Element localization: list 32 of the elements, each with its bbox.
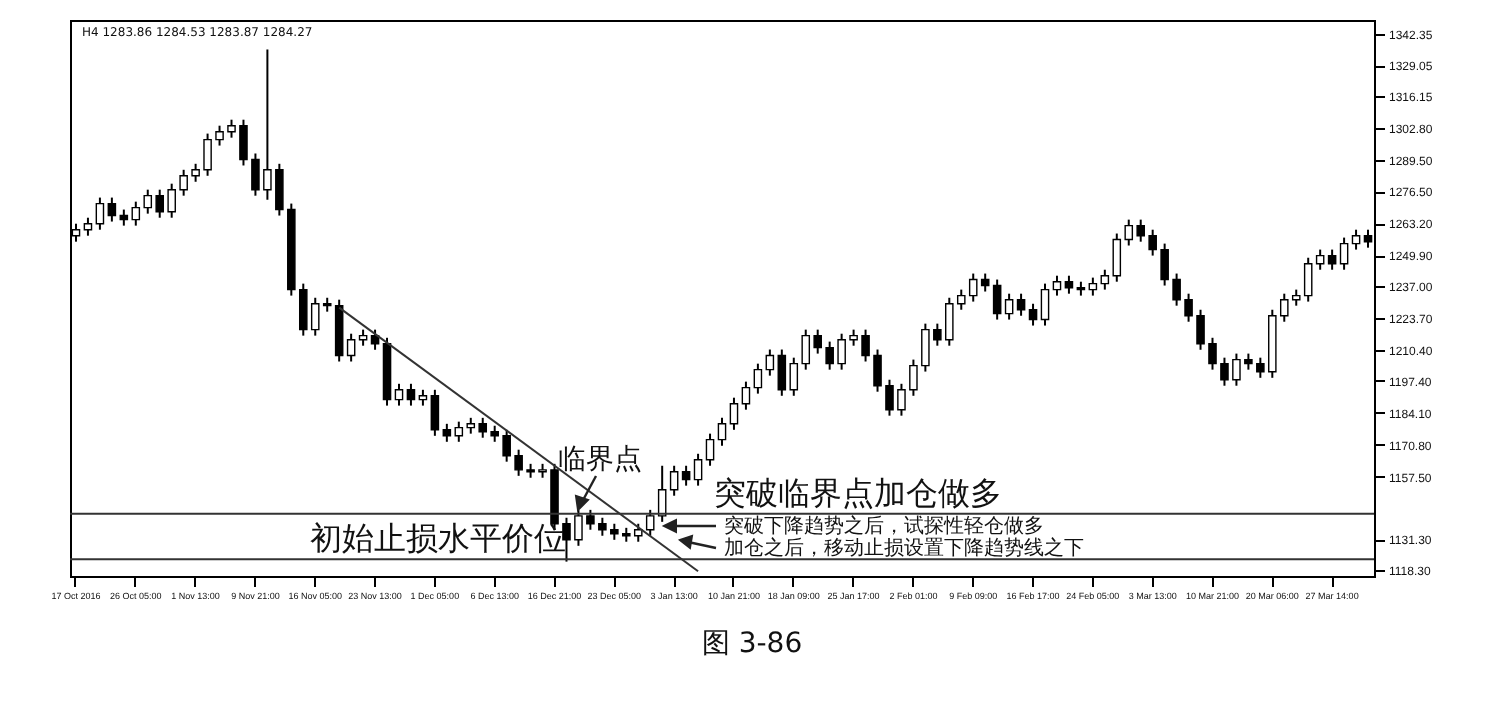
candlestick	[753, 362, 763, 395]
annotation: 加仓之后，移动止损设置下降趋势线之下	[724, 536, 1084, 560]
candlestick	[95, 196, 105, 231]
candlestick	[1004, 292, 1014, 321]
candlestick	[107, 196, 117, 223]
candlestick	[717, 416, 727, 447]
candlestick	[1100, 268, 1110, 291]
candlestick	[669, 464, 679, 497]
candlestick	[1339, 236, 1349, 271]
candlestick	[693, 452, 703, 487]
candlestick	[1052, 274, 1062, 297]
candlestick	[705, 432, 715, 467]
candlestick	[1028, 302, 1038, 327]
candlestick	[741, 380, 751, 411]
candlestick	[1351, 228, 1361, 251]
candlestick	[406, 382, 416, 407]
candlestick	[729, 396, 739, 431]
candlestick	[394, 382, 404, 407]
ref-line-label: 突破临界点加仓做多	[714, 473, 1002, 512]
candlestick	[346, 332, 356, 363]
caption: 图 3-86	[701, 628, 803, 660]
annotation: 临界点	[558, 444, 642, 476]
candlestick	[1040, 282, 1050, 327]
candlestick	[1327, 248, 1337, 271]
candlestick	[1315, 248, 1325, 271]
candlestick	[765, 348, 775, 377]
candlestick	[1016, 292, 1026, 317]
ref-line-label: 初始止损水平价位	[310, 519, 566, 558]
candlestick	[992, 278, 1002, 321]
annotation: 突破下降趋势之后，试探性轻仓做多	[724, 514, 1044, 538]
candlestick	[430, 388, 440, 437]
candlestick	[681, 464, 691, 487]
